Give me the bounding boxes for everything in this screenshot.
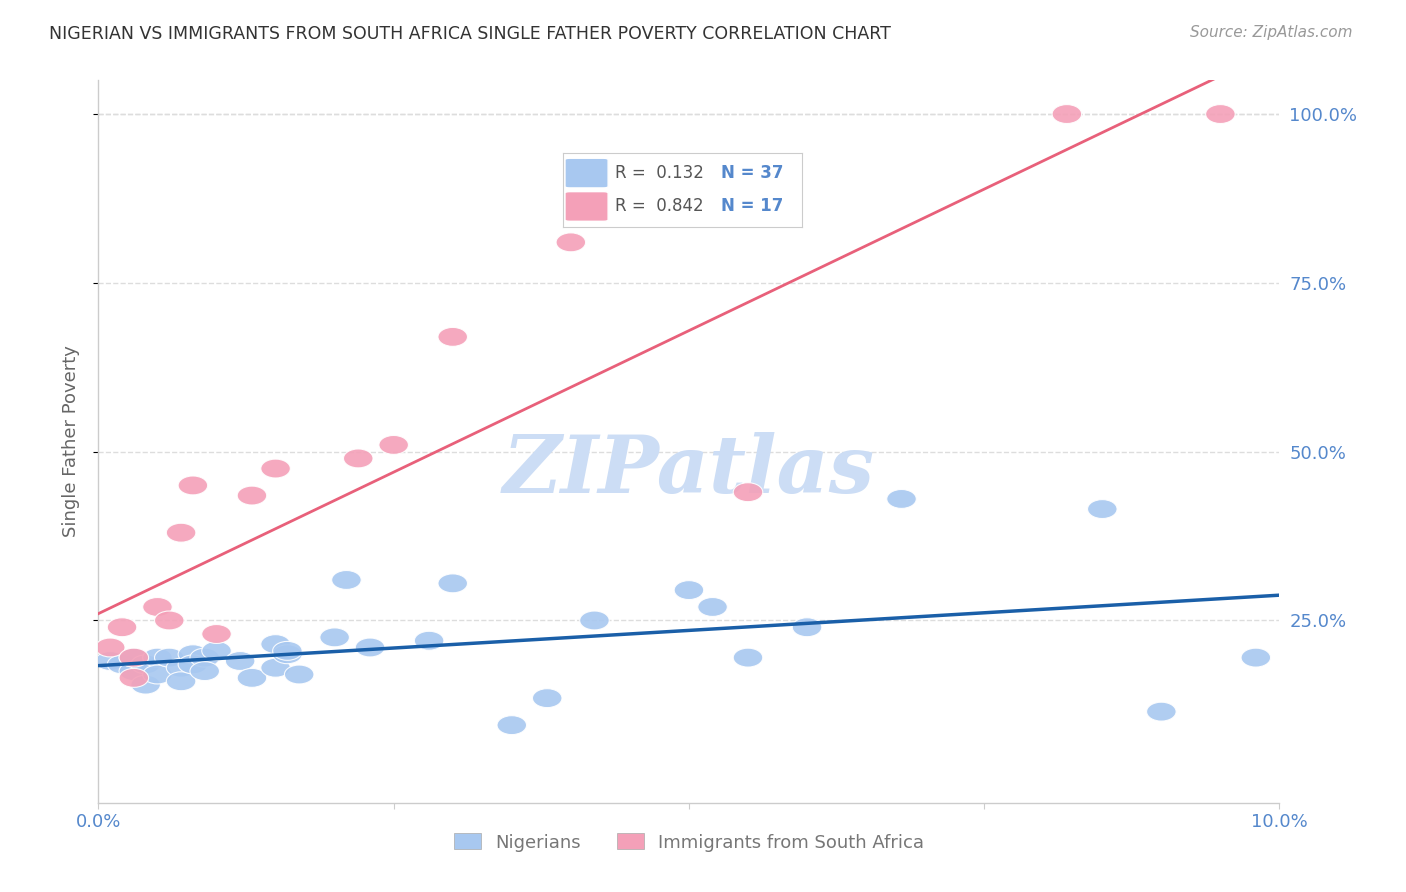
- Ellipse shape: [238, 668, 267, 688]
- Ellipse shape: [533, 689, 562, 707]
- Ellipse shape: [1052, 104, 1081, 123]
- Ellipse shape: [190, 648, 219, 667]
- Ellipse shape: [225, 651, 254, 671]
- Legend: Nigerians, Immigrants from South Africa: Nigerians, Immigrants from South Africa: [446, 826, 932, 859]
- Ellipse shape: [793, 618, 823, 637]
- Text: NIGERIAN VS IMMIGRANTS FROM SOUTH AFRICA SINGLE FATHER POVERTY CORRELATION CHART: NIGERIAN VS IMMIGRANTS FROM SOUTH AFRICA…: [49, 25, 891, 43]
- Ellipse shape: [143, 598, 173, 616]
- Ellipse shape: [1206, 104, 1236, 123]
- Ellipse shape: [166, 672, 195, 690]
- Text: R =  0.132: R = 0.132: [616, 164, 704, 182]
- Ellipse shape: [697, 598, 727, 616]
- Ellipse shape: [498, 715, 527, 735]
- Ellipse shape: [1088, 500, 1118, 518]
- Text: N = 37: N = 37: [721, 164, 783, 182]
- Ellipse shape: [262, 658, 291, 677]
- Ellipse shape: [131, 675, 160, 694]
- Ellipse shape: [179, 645, 208, 664]
- Ellipse shape: [356, 638, 385, 657]
- Ellipse shape: [155, 611, 184, 630]
- Ellipse shape: [262, 635, 291, 654]
- Ellipse shape: [120, 648, 149, 667]
- Ellipse shape: [579, 611, 609, 630]
- Ellipse shape: [179, 476, 208, 495]
- Ellipse shape: [284, 665, 314, 684]
- FancyBboxPatch shape: [565, 158, 609, 188]
- Ellipse shape: [439, 327, 467, 346]
- Ellipse shape: [166, 658, 195, 677]
- Y-axis label: Single Father Poverty: Single Father Poverty: [62, 345, 80, 538]
- Ellipse shape: [734, 648, 763, 667]
- FancyBboxPatch shape: [565, 192, 609, 221]
- Ellipse shape: [131, 655, 160, 673]
- Ellipse shape: [415, 632, 444, 650]
- Ellipse shape: [321, 628, 350, 647]
- Text: N = 17: N = 17: [721, 197, 783, 216]
- Ellipse shape: [343, 449, 373, 468]
- Ellipse shape: [734, 483, 763, 501]
- Ellipse shape: [557, 233, 586, 252]
- Ellipse shape: [380, 435, 409, 454]
- Ellipse shape: [238, 486, 267, 505]
- Ellipse shape: [887, 490, 917, 508]
- Ellipse shape: [273, 641, 302, 660]
- Ellipse shape: [202, 641, 232, 660]
- Ellipse shape: [439, 574, 467, 593]
- Text: ZIPatlas: ZIPatlas: [503, 432, 875, 509]
- Ellipse shape: [675, 581, 704, 599]
- Ellipse shape: [1147, 702, 1177, 721]
- Ellipse shape: [107, 618, 136, 637]
- Ellipse shape: [262, 459, 291, 478]
- Ellipse shape: [190, 662, 219, 681]
- Ellipse shape: [179, 655, 208, 673]
- Ellipse shape: [332, 571, 361, 590]
- Text: Source: ZipAtlas.com: Source: ZipAtlas.com: [1189, 25, 1353, 40]
- Ellipse shape: [96, 638, 125, 657]
- Ellipse shape: [120, 648, 149, 667]
- Ellipse shape: [155, 648, 184, 667]
- Ellipse shape: [166, 524, 195, 542]
- Ellipse shape: [120, 668, 149, 688]
- Ellipse shape: [273, 645, 302, 664]
- Ellipse shape: [143, 665, 173, 684]
- Ellipse shape: [120, 662, 149, 681]
- Text: R =  0.842: R = 0.842: [616, 197, 704, 216]
- Ellipse shape: [1241, 648, 1271, 667]
- Ellipse shape: [202, 624, 232, 643]
- Ellipse shape: [107, 655, 136, 673]
- Ellipse shape: [143, 648, 173, 667]
- Ellipse shape: [96, 651, 125, 671]
